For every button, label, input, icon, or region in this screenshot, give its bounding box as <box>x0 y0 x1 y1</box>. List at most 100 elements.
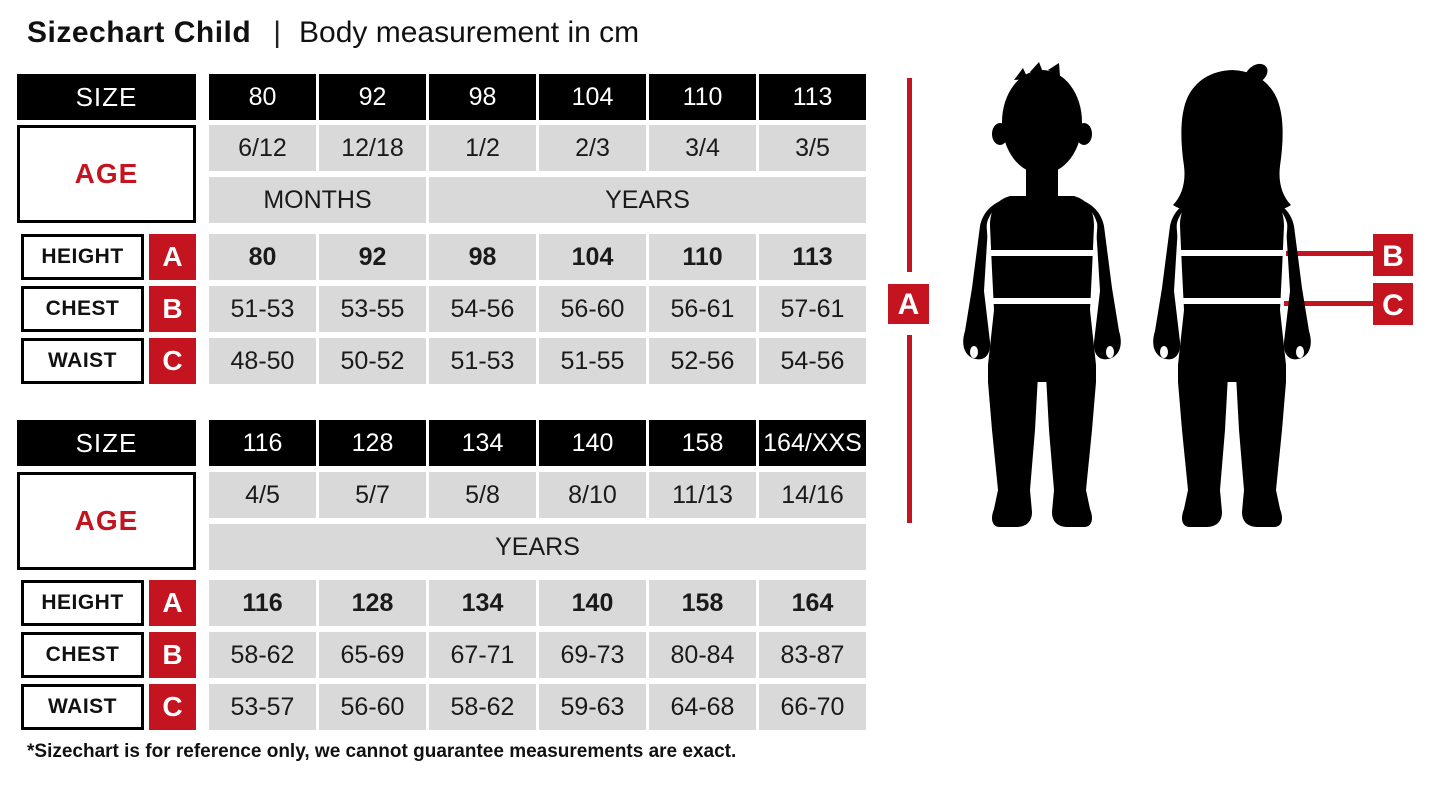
waist-cell: 48-50 <box>209 338 316 384</box>
badge-b: B <box>149 286 196 332</box>
age-cell: 3/4 <box>649 125 756 171</box>
figure-badge-c-letter: C <box>1382 289 1404 322</box>
badge-a: A <box>149 580 196 626</box>
chest-cell: 83-87 <box>759 632 866 678</box>
table-row-age-units: YEARS <box>17 524 869 570</box>
age-unit-cell-years: YEARS <box>429 177 866 223</box>
height-cell: 92 <box>319 234 426 280</box>
figure-badge-a: A <box>888 284 929 324</box>
size-cell: 92 <box>319 74 426 120</box>
age-cell: 4/5 <box>209 472 316 518</box>
height-cell: 140 <box>539 580 646 626</box>
figure-badge-b-letter: B <box>1382 240 1404 273</box>
chest-cell: 53-55 <box>319 286 426 332</box>
size-row-label: SIZE <box>17 74 196 120</box>
waist-cell: 51-55 <box>539 338 646 384</box>
chest-cell: 56-61 <box>649 286 756 332</box>
age-cell: 8/10 <box>539 472 646 518</box>
label-slot: CHEST B <box>17 286 209 332</box>
size-cell: 110 <box>649 74 756 120</box>
size-cell: 134 <box>429 420 536 466</box>
size-cell: 113 <box>759 74 866 120</box>
label-slot <box>17 472 209 518</box>
label-slot: WAIST C <box>17 684 209 730</box>
age-cell: 5/7 <box>319 472 426 518</box>
waist-cell: 64-68 <box>649 684 756 730</box>
height-measure-line-a <box>907 78 912 523</box>
figure-badge-c: C <box>1373 283 1413 325</box>
figure-badge-b: B <box>1373 234 1413 276</box>
size-cell: 80 <box>209 74 316 120</box>
chest-row-label: CHEST <box>21 632 144 678</box>
table-row-chest: CHEST B 51-53 53-55 54-56 56-60 56-61 57… <box>17 286 869 332</box>
size-cell: 164/XXS <box>759 420 866 466</box>
table-row-size: SIZE 80 92 98 104 110 113 <box>17 74 869 120</box>
height-row-label: HEIGHT <box>21 234 144 280</box>
waist-cell: 66-70 <box>759 684 866 730</box>
age-cell: 6/12 <box>209 125 316 171</box>
size-cell: 104 <box>539 74 646 120</box>
waist-cell: 56-60 <box>319 684 426 730</box>
height-cell: 158 <box>649 580 756 626</box>
waist-cell: 52-56 <box>649 338 756 384</box>
chest-cell: 67-71 <box>429 632 536 678</box>
label-slot: HEIGHT A <box>17 234 209 280</box>
chest-row-label: CHEST <box>21 286 144 332</box>
waist-cell: 53-57 <box>209 684 316 730</box>
age-row-label: AGE <box>17 472 196 570</box>
age-cell: 3/5 <box>759 125 866 171</box>
page-title: Sizechart Child | Body measurement in cm <box>27 16 639 50</box>
children-figure: A B C <box>888 62 1413 527</box>
label-slot: SIZE <box>17 74 209 120</box>
chest-cell: 69-73 <box>539 632 646 678</box>
height-cell: 164 <box>759 580 866 626</box>
badge-b: B <box>149 632 196 678</box>
table-row-waist: WAIST C 53-57 56-60 58-62 59-63 64-68 66… <box>17 684 869 730</box>
waist-row-label: WAIST <box>21 338 144 384</box>
label-slot: SIZE <box>17 420 209 466</box>
table-row-age-units: MONTHS YEARS <box>17 177 869 223</box>
table-row-height: HEIGHT A 116 128 134 140 158 164 <box>17 580 869 626</box>
height-cell: 110 <box>649 234 756 280</box>
size-row-label: SIZE <box>17 420 196 466</box>
table-row-chest: CHEST B 58-62 65-69 67-71 69-73 80-84 83… <box>17 632 869 678</box>
size-table-lower: SIZE 116 128 134 140 158 164/XXS AGE 4/5… <box>17 420 866 732</box>
title-subtitle: Body measurement in cm <box>299 16 640 49</box>
waist-cell: 51-53 <box>429 338 536 384</box>
label-slot <box>17 524 209 570</box>
badge-c: C <box>149 684 196 730</box>
table-row-age: 6/12 12/18 1/2 2/3 3/4 3/5 <box>17 125 869 171</box>
age-unit-cell-years: YEARS <box>209 524 866 570</box>
waist-cell: 59-63 <box>539 684 646 730</box>
height-cell: 113 <box>759 234 866 280</box>
chest-cell: 51-53 <box>209 286 316 332</box>
footnote: *Sizechart is for reference only, we can… <box>27 741 737 762</box>
label-slot <box>17 177 209 223</box>
height-cell: 116 <box>209 580 316 626</box>
age-cell: 1/2 <box>429 125 536 171</box>
chest-cell: 56-60 <box>539 286 646 332</box>
chest-measure-line-b <box>1280 251 1373 256</box>
label-slot: WAIST C <box>17 338 209 384</box>
age-cell: 11/13 <box>649 472 756 518</box>
height-row-label: HEIGHT <box>21 580 144 626</box>
label-slot: HEIGHT A <box>17 580 209 626</box>
figure-badge-a-letter: A <box>898 288 920 321</box>
chest-cell: 65-69 <box>319 632 426 678</box>
boy-silhouette <box>963 62 1121 527</box>
table-row-waist: WAIST C 48-50 50-52 51-53 51-55 52-56 54… <box>17 338 869 384</box>
label-slot: CHEST B <box>17 632 209 678</box>
waist-measure-line-c <box>1284 301 1373 306</box>
waist-cell: 54-56 <box>759 338 866 384</box>
waist-row-label: WAIST <box>21 684 144 730</box>
height-cell: 104 <box>539 234 646 280</box>
age-cell: 14/16 <box>759 472 866 518</box>
table-row-age: 4/5 5/7 5/8 8/10 11/13 14/16 <box>17 472 869 518</box>
age-row-label: AGE <box>17 125 196 223</box>
size-table-upper: SIZE 80 92 98 104 110 113 AGE 6/12 12/18… <box>17 74 866 386</box>
table-row-size: SIZE 116 128 134 140 158 164/XXS <box>17 420 869 466</box>
height-cell: 134 <box>429 580 536 626</box>
chest-cell: 80-84 <box>649 632 756 678</box>
table-row-height: HEIGHT A 80 92 98 104 110 113 <box>17 234 869 280</box>
